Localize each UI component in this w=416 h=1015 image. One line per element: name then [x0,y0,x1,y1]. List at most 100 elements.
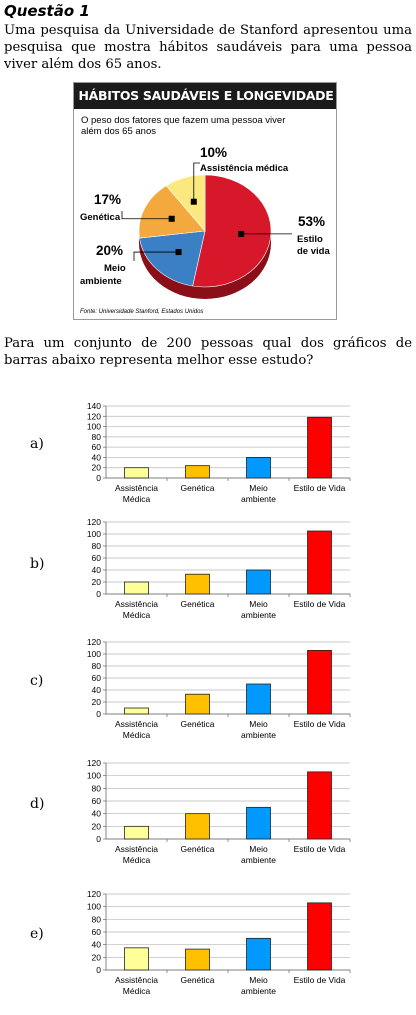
x-category-label: Meio [249,483,268,493]
y-tick-label: 100 [87,771,101,781]
x-category-label: ambiente [241,986,276,996]
y-tick-label: 100 [87,529,101,539]
bar-d-1 [124,825,149,840]
bar-e-2 [185,948,210,971]
y-tick-label: 140 [87,401,101,411]
pie-depth [139,231,271,299]
y-tick-label: 80 [92,432,102,442]
bar-c-1 [124,707,149,715]
y-tick-label: 100 [87,902,101,912]
slice-genetica-label: Genética [80,212,121,223]
option-c-label[interactable]: c) [30,673,44,689]
option-b-label[interactable]: b) [30,556,45,572]
y-tick-label: 0 [96,834,101,844]
bar-e-3 [246,937,271,971]
slice-meio-label1: Meio [104,263,126,274]
slice-meio-label2: ambiente [80,276,122,287]
x-category-label: Estilo de Vida [294,483,346,493]
bar-b-1 [124,581,149,595]
y-tick-label: 20 [92,952,102,962]
x-category-label: Médica [123,855,151,865]
leader-dot-genetica [168,215,175,222]
option-a-label[interactable]: a) [30,436,44,452]
infographic-source: Fonte: Universidade Stanford, Estados Un… [80,309,203,315]
slice-estilo-label1: Estilo [297,234,323,245]
bar-c-2 [185,693,210,715]
leader-line-genetica [121,211,172,220]
y-tick-label: 0 [96,589,101,599]
question-title: Questão 1 [4,2,90,20]
slice-meio-pct: 20% [96,243,123,258]
bar-b-2 [185,573,210,595]
slice-estilo-pct: 53% [298,214,325,229]
y-tick-label: 20 [92,697,102,707]
bar-a-3 [246,457,271,479]
x-category-label: Estilo de Vida [294,719,346,729]
y-tick-label: 120 [87,758,101,768]
leader-line-assistencia [193,162,200,202]
x-category-label: ambiente [241,855,276,865]
x-category-label: Meio [249,975,268,985]
infographic-subtitle-1: O peso dos fatores que fazem uma pessoa … [81,115,285,126]
slice-estilo-label2: de vida [297,246,330,257]
option-d-label[interactable]: d) [30,796,45,812]
bar-d-4 [307,771,332,840]
y-tick-label: 100 [87,649,101,659]
y-tick-label: 120 [87,889,101,899]
y-tick-label: 0 [96,965,101,975]
y-tick-label: 60 [92,553,102,563]
leader-line-meio [133,251,179,261]
y-tick-label: 40 [92,940,102,950]
y-tick-label: 0 [96,709,101,719]
option-e-label[interactable]: e) [30,926,44,942]
y-tick-label: 20 [92,463,102,473]
x-category-label: Médica [123,610,151,620]
x-category-label: Meio [249,719,268,729]
bar-e-1 [124,947,149,971]
slice-genetica-pct: 17% [94,192,121,207]
x-category-label: ambiente [241,610,276,620]
bar-c-3 [246,683,271,715]
slice-assistencia-pct: 10% [200,145,227,160]
y-tick-label: 120 [87,637,101,647]
infographic: HÁBITOS SAUDÁVEIS E LONGEVIDADE O peso d… [73,82,337,320]
x-category-label: Assistência [115,483,158,493]
infographic-header: HÁBITOS SAUDÁVEIS E LONGEVIDADE [74,83,336,109]
x-category-label: Meio [249,599,268,609]
infographic-subtitle-2: além dos 65 anos [81,126,156,137]
y-tick-label: 80 [92,661,102,671]
y-tick-label: 60 [92,442,102,452]
x-category-label: Estilo de Vida [294,844,346,854]
bar-b-3 [246,569,271,595]
y-tick-label: 100 [87,422,101,432]
x-category-label: Assistência [115,844,158,854]
y-tick-label: 60 [92,796,102,806]
y-tick-label: 120 [87,411,101,421]
x-category-label: Assistência [115,719,158,729]
y-tick-label: 60 [92,927,102,937]
y-tick-label: 80 [92,783,102,793]
y-tick-label: 40 [92,809,102,819]
bar-a-1 [124,467,149,479]
x-category-label: Estilo de Vida [294,975,346,985]
y-tick-label: 40 [92,452,102,462]
y-tick-label: 0 [96,473,101,483]
x-category-label: Genética [180,844,214,854]
question-statement: Uma pesquisa da Universidade de Stanford… [4,23,412,72]
x-category-label: Médica [123,730,151,740]
y-tick-label: 40 [92,565,102,575]
y-tick-label: 120 [87,517,101,527]
x-category-label: Assistência [115,975,158,985]
pie-slice-meio [139,230,206,287]
bar-a-4 [307,416,332,479]
bar-b-4 [307,530,332,595]
y-tick-label: 40 [92,685,102,695]
question-prompt: Para um conjunto de 200 pessoas qual dos… [4,336,412,368]
x-category-label: Meio [249,844,268,854]
x-category-label: Genética [180,599,214,609]
